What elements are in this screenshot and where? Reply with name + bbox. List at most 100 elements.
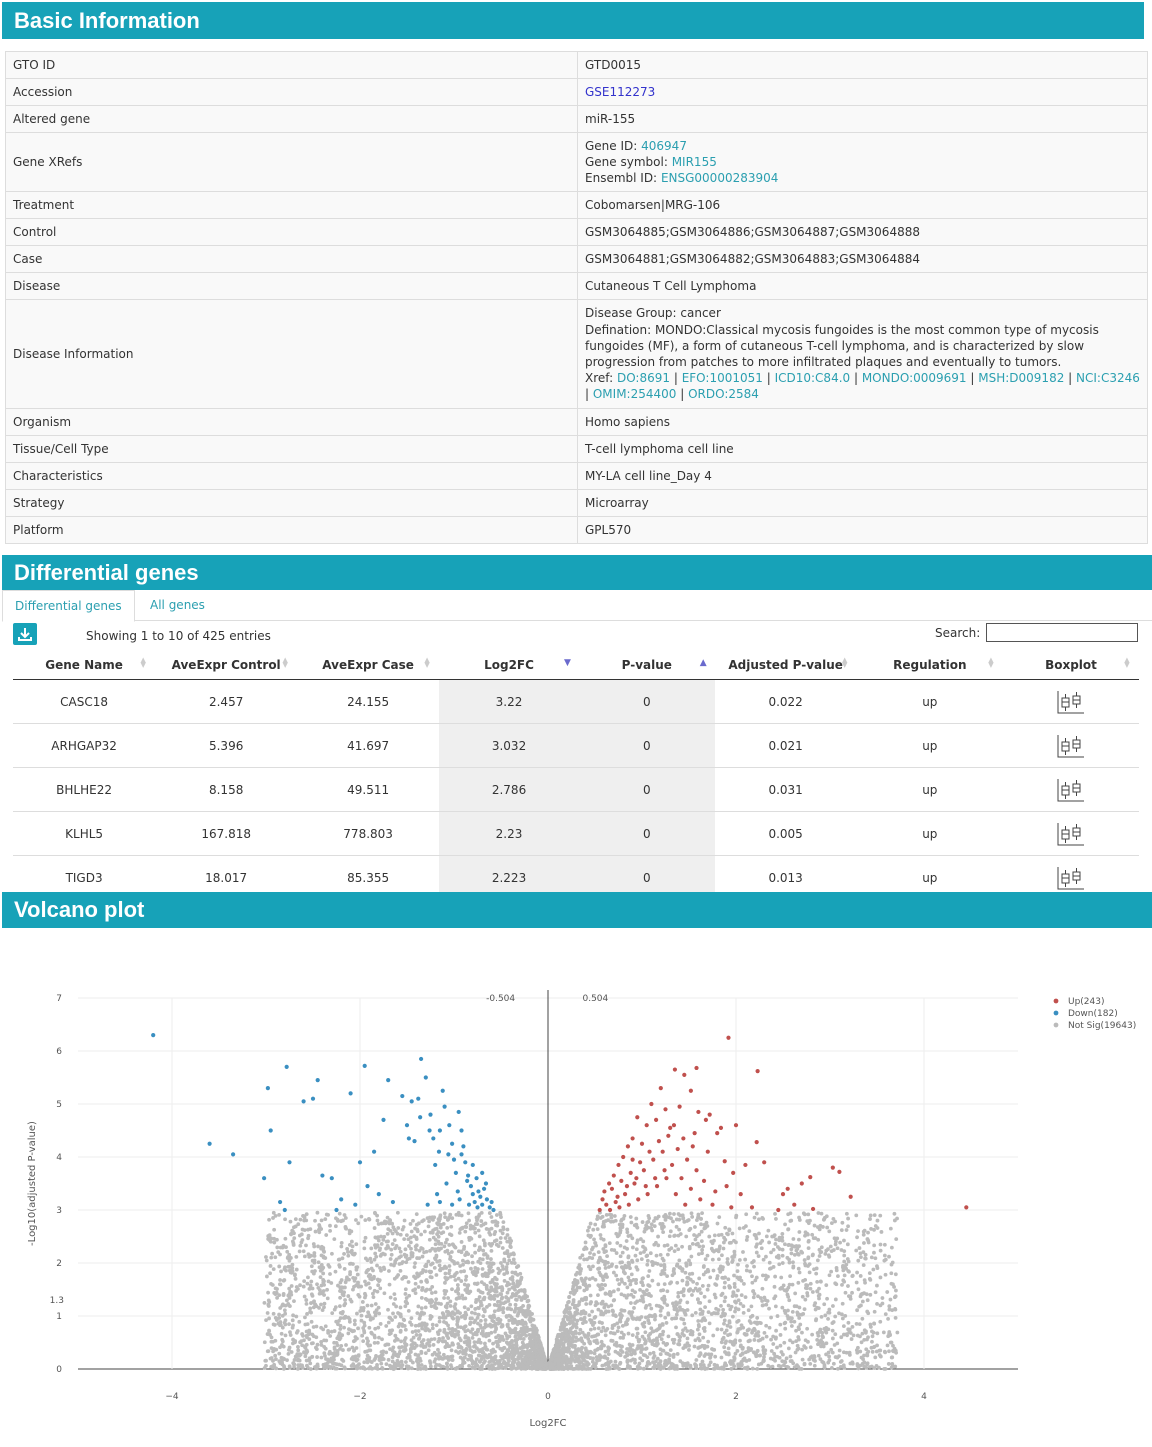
not-sig-point xyxy=(795,1363,799,1368)
xref-link[interactable]: EFO:1001051 xyxy=(681,371,763,386)
not-sig-point xyxy=(696,1252,701,1257)
not-sig-point xyxy=(436,1301,441,1306)
column-header[interactable]: Adjusted P-value ▲▼ xyxy=(714,650,857,680)
not-sig-point xyxy=(625,1285,630,1290)
boxplot-cell[interactable] xyxy=(1002,723,1139,768)
tab-differential-genes[interactable]: Differential genes xyxy=(2,590,135,622)
xref-link[interactable]: OMIM:254400 xyxy=(592,387,677,402)
not-sig-point xyxy=(697,1345,701,1350)
column-header[interactable]: AveExpr Case ▲▼ xyxy=(297,650,440,680)
not-sig-point xyxy=(591,1227,596,1232)
not-sig-point xyxy=(865,1298,870,1303)
not-sig-point xyxy=(386,1320,391,1325)
not-sig-point xyxy=(601,1247,606,1251)
not-sig-point xyxy=(297,1233,302,1238)
not-sig-point xyxy=(399,1359,404,1364)
boxplot-icon[interactable] xyxy=(1056,733,1086,759)
search-input[interactable] xyxy=(986,623,1138,642)
accession-link[interactable]: GSE112273 xyxy=(585,85,656,99)
not-sig-point xyxy=(689,1211,694,1216)
not-sig-point xyxy=(344,1343,348,1347)
column-header[interactable]: Boxplot ▲▼ xyxy=(1002,650,1139,680)
not-sig-point xyxy=(373,1251,378,1256)
not-sig-point xyxy=(481,1248,486,1253)
xref-link[interactable]: NCI:C3246 xyxy=(1076,371,1140,386)
not-sig-point xyxy=(382,1234,387,1239)
not-sig-point xyxy=(726,1277,731,1282)
not-sig-point xyxy=(275,1245,280,1250)
not-sig-point xyxy=(330,1251,334,1256)
boxplot-icon[interactable] xyxy=(1056,821,1086,847)
xref-link[interactable]: MONDO:0009691 xyxy=(861,371,967,386)
not-sig-point xyxy=(786,1346,791,1351)
not-sig-point xyxy=(555,1352,560,1357)
not-sig-point xyxy=(649,1306,654,1311)
not-sig-point xyxy=(892,1285,896,1289)
not-sig-point xyxy=(601,1278,606,1283)
not-sig-point xyxy=(304,1298,309,1302)
not-sig-point xyxy=(833,1297,838,1302)
not-sig-point xyxy=(596,1250,601,1255)
xref-link[interactable]: ORDO:2584 xyxy=(688,387,759,402)
not-sig-point xyxy=(736,1298,741,1303)
not-sig-point xyxy=(644,1364,649,1369)
not-sig-point xyxy=(816,1225,820,1230)
ensembl-id-link[interactable]: ENSG00000283904 xyxy=(660,171,779,185)
basic-information-table: GTO ID GTD0015 Accession GSE112273 Altered g… xyxy=(5,51,1148,544)
not-sig-point xyxy=(802,1362,807,1367)
column-header[interactable]: Log2FC ▼ xyxy=(439,650,579,680)
tab-all-genes[interactable]: All genes xyxy=(150,598,205,612)
not-sig-point xyxy=(746,1308,751,1313)
not-sig-point xyxy=(854,1248,859,1253)
not-sig-point xyxy=(382,1291,387,1296)
not-sig-point xyxy=(323,1217,328,1222)
not-sig-point xyxy=(398,1305,403,1310)
not-sig-point xyxy=(514,1297,518,1302)
not-sig-point xyxy=(608,1293,613,1298)
not-sig-point xyxy=(369,1266,374,1271)
disease-info-line: Disease Group: cancer xyxy=(585,306,721,321)
not-sig-point xyxy=(697,1232,702,1237)
download-button[interactable] xyxy=(13,623,37,645)
not-sig-point xyxy=(634,1247,639,1252)
column-header[interactable]: P-value ▲ xyxy=(578,650,715,680)
boxplot-icon[interactable] xyxy=(1056,777,1086,803)
not-sig-point xyxy=(457,1230,462,1235)
not-sig-point xyxy=(797,1237,801,1242)
not-sig-point xyxy=(882,1242,887,1247)
column-header[interactable]: Gene Name ▲▼ xyxy=(13,650,156,680)
not-sig-point xyxy=(386,1357,391,1362)
not-sig-point xyxy=(648,1331,653,1336)
not-sig-point xyxy=(384,1324,389,1328)
not-sig-point xyxy=(685,1336,690,1341)
boxplot-cell[interactable] xyxy=(1002,679,1139,724)
not-sig-point xyxy=(666,1312,671,1317)
not-sig-point xyxy=(508,1302,513,1307)
boxplot-icon[interactable] xyxy=(1056,865,1086,891)
column-header[interactable]: Regulation ▲▼ xyxy=(856,650,1003,680)
column-header[interactable]: AveExpr Control ▲▼ xyxy=(155,650,298,680)
gene-symbol-link[interactable]: MIR155 xyxy=(671,155,717,169)
not-sig-point xyxy=(632,1349,637,1353)
xref-link[interactable]: MSH:D009182 xyxy=(978,371,1065,386)
not-sig-point xyxy=(516,1356,521,1361)
not-sig-point xyxy=(889,1340,894,1345)
xref-link[interactable]: ICD10:C84.0 xyxy=(774,371,851,386)
not-sig-point xyxy=(603,1266,608,1270)
not-sig-point xyxy=(481,1307,486,1312)
gene-id-link[interactable]: 406947 xyxy=(641,139,687,153)
not-sig-point xyxy=(603,1243,608,1248)
not-sig-point xyxy=(860,1361,865,1366)
not-sig-point xyxy=(433,1301,438,1305)
xref-link[interactable]: DO:8691 xyxy=(616,371,671,386)
not-sig-point xyxy=(736,1318,741,1323)
boxplot-icon[interactable] xyxy=(1056,689,1086,715)
not-sig-point xyxy=(411,1335,416,1340)
boxplot-cell[interactable] xyxy=(1002,811,1139,856)
not-sig-point xyxy=(736,1288,740,1293)
not-sig-point xyxy=(297,1319,302,1324)
not-sig-point xyxy=(882,1253,887,1258)
boxplot-cell[interactable] xyxy=(1002,767,1139,812)
not-sig-point xyxy=(428,1314,433,1318)
not-sig-point xyxy=(271,1322,276,1327)
